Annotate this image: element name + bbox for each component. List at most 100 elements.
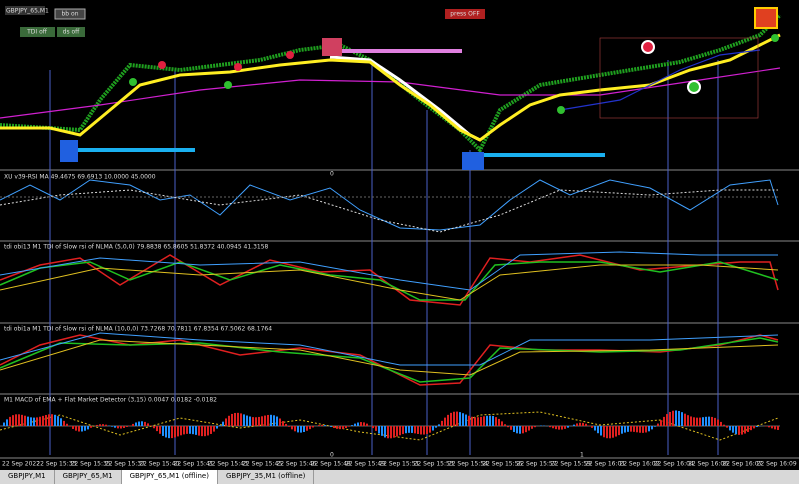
histogram-bar — [438, 424, 440, 426]
alert-button[interactable] — [445, 9, 485, 19]
histogram-bar — [240, 413, 242, 426]
histogram-bar — [96, 424, 98, 426]
histogram-bar — [576, 423, 578, 426]
histogram-bar — [399, 426, 401, 436]
histogram-bar — [354, 423, 356, 426]
indicator-label: XU v39-RSI MA 49.4675 69.6913 10.0000 45… — [4, 174, 156, 181]
histogram-bar — [186, 426, 188, 434]
button[interactable] — [54, 8, 86, 20]
symbol-box — [5, 6, 45, 15]
histogram-bar — [768, 426, 770, 428]
histogram-bar — [624, 426, 626, 433]
histogram-bar — [531, 426, 533, 429]
histogram-bar — [441, 420, 443, 426]
histogram-bar — [525, 426, 527, 433]
histogram-bar — [159, 426, 161, 434]
histogram-bar — [756, 426, 758, 428]
time-label: 22 Sep 15:53 — [414, 461, 454, 468]
histogram-bar — [771, 426, 773, 429]
histogram-bar — [21, 414, 23, 426]
button-label[interactable]: ds off — [63, 29, 81, 36]
histogram-bar — [120, 426, 122, 429]
histogram-bar — [471, 416, 473, 426]
decor — [0, 7, 799, 459]
histogram-bar — [114, 426, 116, 428]
histogram-bar — [189, 426, 191, 434]
time-label: 22 Sep 16:09 — [757, 461, 797, 468]
histogram-bar — [387, 426, 389, 439]
histogram-bar — [6, 419, 8, 426]
button-label[interactable]: TDI off — [26, 29, 48, 36]
histogram-bar — [210, 426, 212, 434]
histogram-bar — [336, 426, 338, 429]
histogram-bar — [219, 425, 221, 426]
histogram-bar — [720, 421, 722, 426]
time-label: 22 Sep 15:59 — [551, 461, 591, 468]
histogram-bar — [126, 426, 128, 427]
histogram-bar — [402, 426, 404, 435]
histogram-bar — [477, 417, 479, 426]
histogram-bar — [333, 426, 335, 429]
histogram-bar — [489, 415, 491, 426]
histogram-bar — [453, 411, 455, 426]
histogram-bar — [429, 426, 431, 433]
histogram-bar — [615, 426, 617, 437]
histogram-bar — [444, 417, 446, 426]
histogram-bar — [420, 426, 422, 435]
histogram-bar — [750, 426, 752, 431]
pane-label: 1 — [580, 452, 584, 459]
histogram-bar — [66, 423, 68, 426]
histogram-bar — [69, 426, 71, 427]
histogram-bar — [465, 414, 467, 426]
histogram-bar — [99, 424, 101, 426]
histogram-bar — [609, 426, 611, 439]
histogram-bar — [774, 426, 776, 430]
tab[interactable]: GBPJPY_65,M1 (offline) — [121, 470, 218, 484]
histogram-bar — [486, 415, 488, 426]
histogram-bar — [612, 426, 614, 438]
histogram-bar — [195, 426, 197, 435]
histogram-bar — [180, 426, 182, 436]
histogram-bar — [357, 422, 359, 426]
histogram-bar — [663, 416, 665, 426]
histogram-bar — [51, 414, 53, 426]
histogram-bar — [3, 422, 5, 426]
time-label: 22 Sep 16:01 — [585, 461, 625, 468]
histogram-bar — [111, 426, 113, 427]
histogram-bar — [255, 417, 257, 426]
histogram-bar — [723, 424, 725, 426]
histogram-bar — [270, 414, 272, 426]
histogram-bar — [261, 416, 263, 426]
histogram-bar — [144, 421, 146, 426]
histogram-bar — [360, 422, 362, 426]
histogram-bar — [582, 422, 584, 426]
button-label[interactable]: bb on — [62, 11, 79, 18]
time-label: 22 Sep 15:49 — [345, 461, 385, 468]
histogram-bar — [177, 426, 179, 437]
histogram-bar — [501, 421, 503, 426]
histogram-bar — [267, 414, 269, 426]
button[interactable] — [20, 27, 55, 37]
histogram-bar — [12, 415, 14, 426]
histogram-bar — [78, 426, 80, 432]
histogram-bar — [474, 417, 476, 426]
histogram-bar — [717, 419, 719, 426]
tab[interactable]: GBPJPY_35,M1 (offline) — [218, 470, 315, 484]
time-label: 22 Sep 16:04 — [654, 461, 694, 468]
button[interactable] — [57, 27, 85, 37]
tab[interactable]: GBPJPY,M1 — [0, 470, 55, 484]
histogram-bar — [567, 426, 569, 428]
histogram-bar — [135, 422, 137, 426]
histogram-bar — [630, 426, 632, 432]
histogram-bar — [75, 426, 77, 431]
histogram-bar — [495, 417, 497, 426]
histogram-bar — [87, 426, 89, 430]
time-label: 22 Sep 16:06 — [688, 461, 728, 468]
histogram-bar — [237, 412, 239, 426]
time-label: 22 Sep 2022 — [2, 461, 40, 468]
histogram-bar — [90, 426, 92, 428]
tab[interactable]: GBPJPY_65,M1 — [55, 470, 122, 484]
histogram-bar — [276, 416, 278, 426]
alert-label[interactable]: press OFF — [450, 11, 480, 18]
